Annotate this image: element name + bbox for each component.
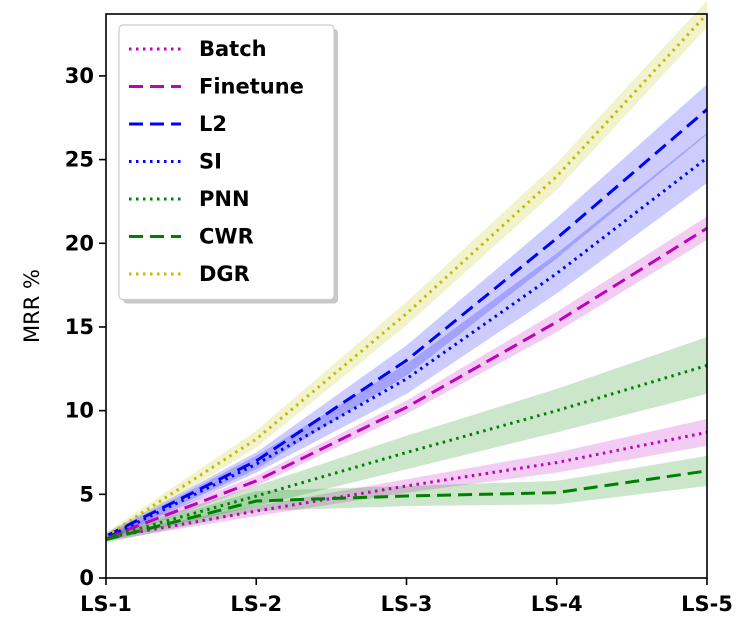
y-tick-label: 25 — [65, 148, 94, 172]
y-axis-label: MRR % — [20, 269, 44, 343]
series-line-cwr — [105, 469, 708, 541]
x-tick-label: LS-5 — [681, 592, 733, 616]
legend-label-pnn: PNN — [199, 187, 250, 211]
legend-label-dgr: DGR — [199, 262, 250, 286]
y-tick-label: 0 — [79, 566, 94, 590]
legend-label-batch: Batch — [199, 37, 267, 61]
x-tick-label: LS-3 — [381, 592, 433, 616]
axes: 0 5 10 15 20 25 30 LS-1 LS-2 LS-3 LS-4 LS-5 MRR % — [20, 13, 733, 616]
band-cwr — [106, 455, 707, 543]
legend-label-si: SI — [199, 150, 222, 174]
x-tick-label: LS-1 — [80, 592, 132, 616]
confidence-bands — [106, 0, 707, 543]
series-line-l2 — [105, 108, 708, 538]
series-line-finetune — [105, 226, 708, 540]
legend-label-l2: L2 — [199, 112, 227, 136]
y-tick-label: 15 — [65, 315, 94, 339]
series-lines — [105, 12, 709, 541]
legend-box — [118, 24, 335, 301]
x-tick-label: LS-4 — [531, 592, 583, 616]
legend-label-cwr: CWR — [199, 225, 254, 249]
legend-label-finetune: Finetune — [199, 75, 304, 99]
series-line-dgr — [105, 12, 709, 538]
band-pnn — [106, 337, 707, 542]
y-tick-label: 30 — [65, 64, 94, 88]
x-tick-label: LS-2 — [230, 592, 282, 616]
y-tick-label: 5 — [79, 482, 94, 506]
band-batch — [106, 419, 707, 542]
legend: Batch Finetune L2 SI PNN CWR DGR — [118, 24, 338, 304]
y-tick-label: 20 — [65, 231, 94, 255]
y-tick-label: 10 — [65, 399, 94, 423]
